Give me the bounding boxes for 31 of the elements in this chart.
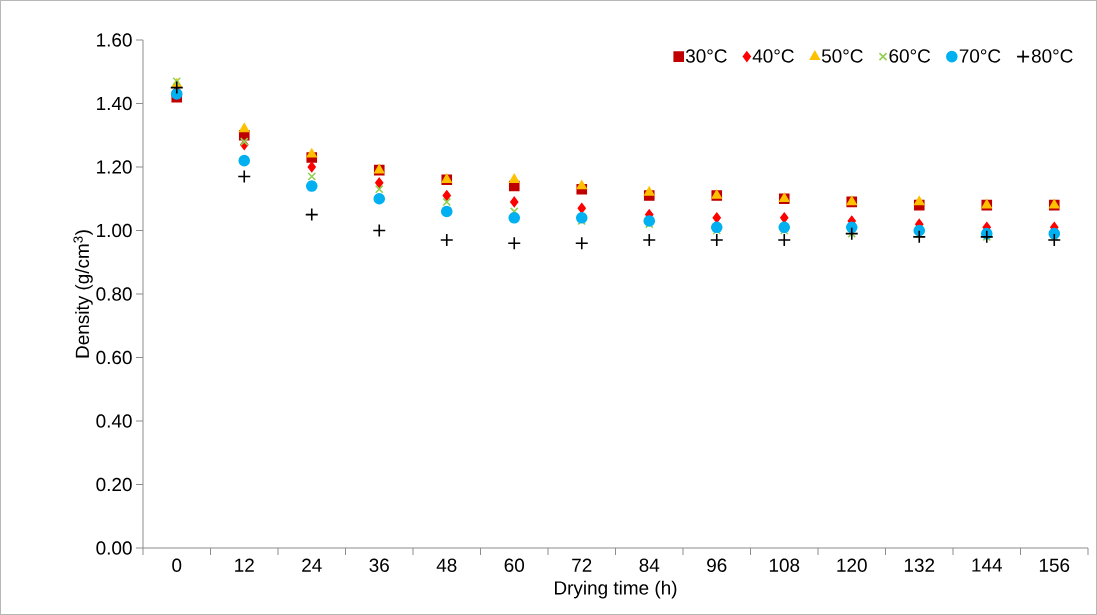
y-tick-label: 0.60	[96, 350, 132, 365]
y-tick-label: 1.20	[97, 160, 132, 174]
legend-label: 50°C	[821, 49, 863, 63]
legend-label: 70°C	[959, 49, 1001, 63]
x-tick-label: 144	[972, 558, 1002, 572]
y-tick-label: 1.00	[97, 223, 132, 238]
x-tick-label: 84	[639, 558, 660, 572]
x-tick-label: 156	[1039, 558, 1070, 572]
x-tick-label: 96	[707, 558, 727, 572]
x-tick-label: 12	[235, 558, 254, 572]
x-tick-label: 0	[172, 558, 182, 572]
legend-label: 30°C	[685, 49, 727, 63]
y-tick-label: 1.40	[97, 96, 132, 111]
x-tick-label: 72	[572, 558, 592, 572]
x-axis-title: Drying time (h)	[555, 580, 677, 599]
y-tick-label: 0.00	[96, 541, 132, 555]
y-tick-label: 1.60	[97, 33, 132, 47]
x-tick-label: 132	[904, 558, 935, 572]
x-tick-label: 36	[369, 558, 389, 572]
legend-label: 80°C	[1031, 49, 1073, 63]
legend-label: 60°C	[889, 49, 931, 63]
x-tick-label: 24	[302, 558, 322, 572]
y-tick-label: 0.80	[96, 287, 132, 301]
x-tick-label: 60	[504, 558, 525, 572]
y-axis-title: Density (g/cm$^{3}$)	[73, 230, 93, 358]
y-tick-label: 0.40	[96, 414, 132, 428]
y-tick-label: 0.20	[96, 477, 132, 492]
x-tick-label: 48	[436, 558, 457, 572]
legend-label: 40°C	[752, 49, 794, 63]
x-tick-label: 108	[769, 558, 800, 572]
x-tick-label: 120	[837, 558, 867, 572]
